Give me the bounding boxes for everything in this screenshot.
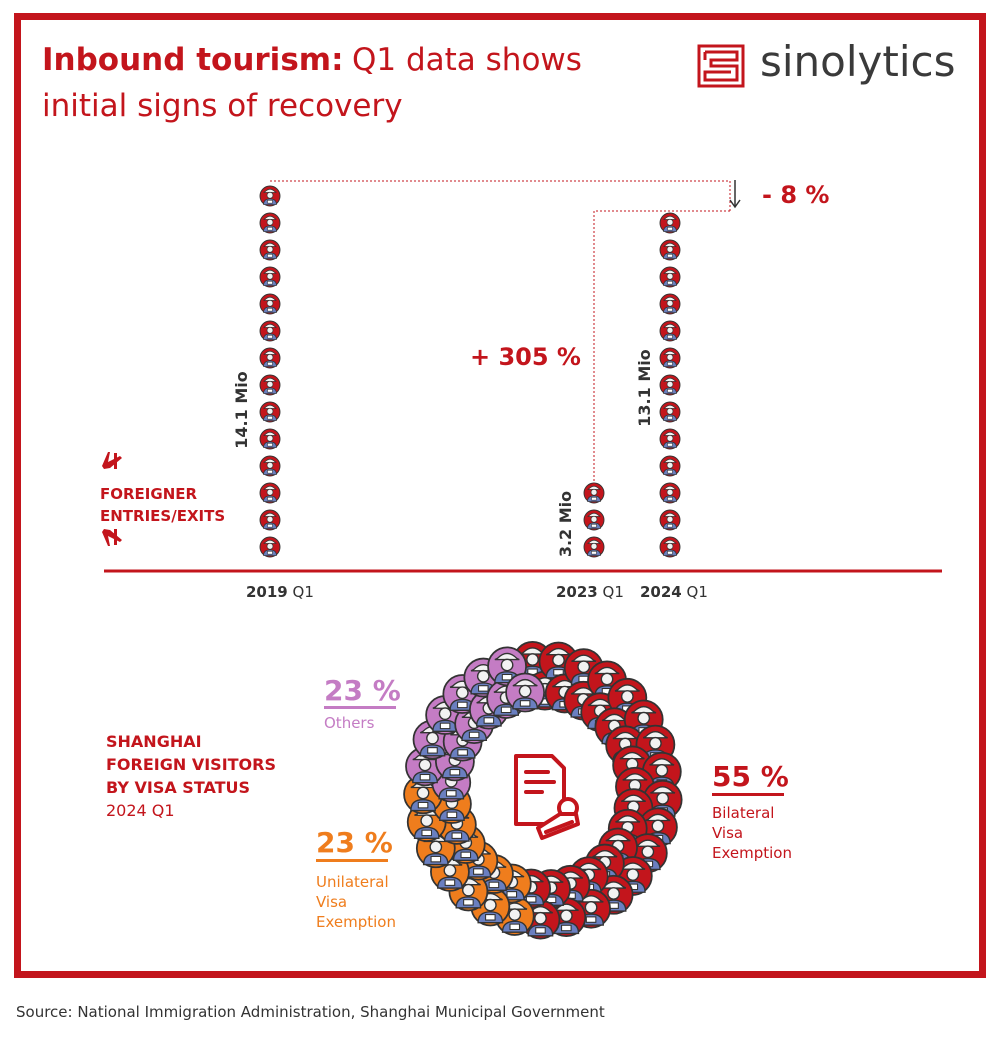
label-others: Others xyxy=(324,714,375,732)
underline-bilateral xyxy=(712,793,784,796)
shanghai-title-line-2: FOREIGN VISITORS xyxy=(106,755,276,774)
title-line-2: initial signs of recovery xyxy=(42,88,403,124)
visitor-icon xyxy=(505,672,546,713)
category-q-2023: Q1 xyxy=(602,583,624,601)
plane-landing-icon xyxy=(102,529,122,546)
tourist-icon xyxy=(659,428,681,450)
value-label-2023: 3.2 Mio xyxy=(556,491,575,557)
tourist-icon xyxy=(259,401,281,423)
label-unilateral: Unilateral Visa Exemption xyxy=(316,872,396,932)
category-year-2023: 2023 xyxy=(556,583,598,601)
pct-bilateral: 55 % xyxy=(712,760,789,793)
label-bilateral: Bilateral Visa Exemption xyxy=(712,803,792,863)
tourist-icon xyxy=(259,536,281,558)
tourist-icon xyxy=(259,509,281,531)
tourist-icon xyxy=(259,455,281,477)
tourist-icon xyxy=(259,185,281,207)
label-unilateral-line-3: Exemption xyxy=(316,913,396,931)
change-minus-8: - 8 % xyxy=(762,181,830,209)
tourist-icon xyxy=(659,212,681,234)
entries-label: FOREIGNER ENTRIES/EXITS xyxy=(100,483,225,527)
tourist-icon xyxy=(659,266,681,288)
entries-label-line-1: FOREIGNER xyxy=(100,485,198,503)
shanghai-title-line-3: BY VISA STATUS xyxy=(106,778,251,797)
label-unilateral-line-2: Visa xyxy=(316,893,348,911)
tourist-icon xyxy=(659,482,681,504)
tourist-icon xyxy=(659,455,681,477)
entries-label-line-2: ENTRIES/EXITS xyxy=(100,507,226,525)
icon-columns xyxy=(259,185,681,558)
tourist-icon xyxy=(583,509,605,531)
change-line-plus305 xyxy=(593,210,730,485)
tourist-icon xyxy=(659,347,681,369)
tourist-icon xyxy=(259,374,281,396)
title-line-1: Q1 data shows xyxy=(352,42,582,78)
tourist-icon xyxy=(583,482,605,504)
tourist-icon xyxy=(259,266,281,288)
maze-logo-icon xyxy=(697,44,745,88)
tourist-icon xyxy=(259,293,281,315)
label-bilateral-line-1: Bilateral xyxy=(712,804,775,822)
category-q-2024: Q1 xyxy=(686,583,708,601)
tourist-icon xyxy=(659,509,681,531)
tourist-icon xyxy=(659,401,681,423)
category-label-2019: 2019 Q1 xyxy=(246,583,314,601)
tourist-icon xyxy=(259,482,281,504)
category-year-2024: 2024 xyxy=(640,583,682,601)
change-plus-305: + 305 % xyxy=(470,343,581,371)
tourist-icon xyxy=(659,536,681,558)
red-frame xyxy=(14,13,986,978)
logo-text: sinolytics xyxy=(760,37,956,86)
ring-icons xyxy=(403,641,683,940)
title-bold: Inbound tourism: xyxy=(42,42,344,78)
label-bilateral-line-2: Visa xyxy=(712,824,744,842)
tourist-icon xyxy=(259,320,281,342)
shanghai-title-line-1: SHANGHAI xyxy=(106,732,202,751)
shanghai-period: 2024 Q1 xyxy=(106,801,175,820)
entries-chart: 14.1 Mio 3.2 Mio 13.1 Mio xyxy=(102,180,942,573)
tourist-icon xyxy=(259,212,281,234)
tourist-icon xyxy=(583,536,605,558)
tourist-icon xyxy=(659,239,681,261)
pct-others: 23 % xyxy=(324,674,401,707)
tourist-icon xyxy=(259,347,281,369)
value-label-2024: 13.1 Mio xyxy=(635,349,654,426)
category-q-2019: Q1 xyxy=(292,583,314,601)
category-label-2024: 2024 Q1 xyxy=(640,583,708,601)
category-label-2023: 2023 Q1 xyxy=(556,583,624,601)
shanghai-visa-title: SHANGHAI FOREIGN VISITORS BY VISA STATUS… xyxy=(106,730,276,822)
category-year-2019: 2019 xyxy=(246,583,288,601)
tourist-icon xyxy=(259,428,281,450)
label-bilateral-line-3: Exemption xyxy=(712,844,792,862)
tourist-icon xyxy=(259,239,281,261)
value-label-2019: 14.1 Mio xyxy=(232,371,251,448)
underline-unilateral xyxy=(316,859,388,862)
plane-takeoff-icon xyxy=(102,452,122,469)
underline-others xyxy=(324,706,396,709)
label-unilateral-line-1: Unilateral xyxy=(316,873,389,891)
source-note: Source: National Immigration Administrat… xyxy=(16,1003,605,1021)
tourist-icon xyxy=(659,293,681,315)
visa-document-stamp-icon xyxy=(514,754,580,840)
pct-unilateral: 23 % xyxy=(316,826,393,859)
tourist-icon xyxy=(659,374,681,396)
visa-ring-chart xyxy=(403,641,683,940)
down-arrow-icon xyxy=(729,180,741,209)
tourist-icon xyxy=(659,320,681,342)
